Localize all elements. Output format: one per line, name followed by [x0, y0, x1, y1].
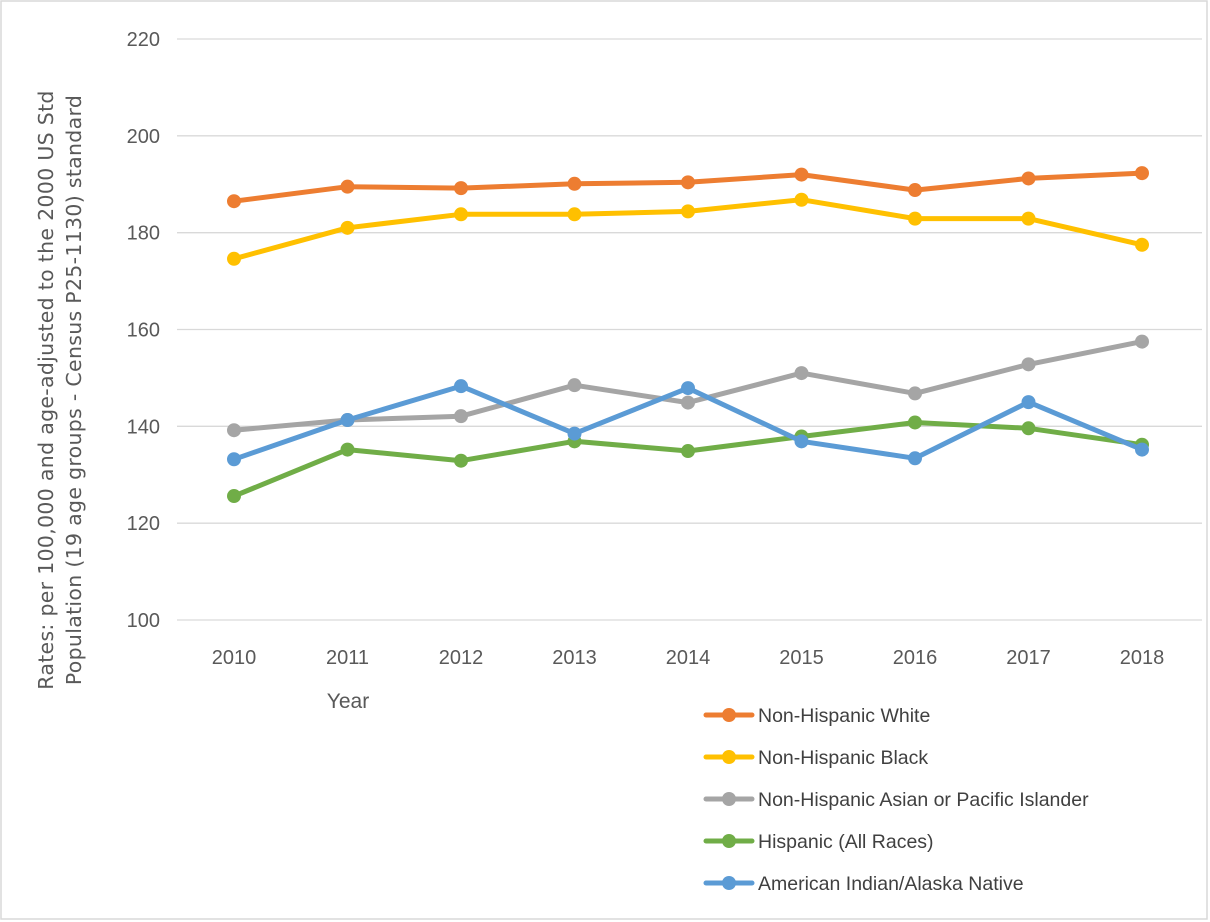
series-1-point-2012 [454, 207, 468, 222]
series-4-point-2016 [908, 451, 922, 466]
y-tick-label-200: 200 [127, 126, 160, 148]
legend-label-3: Hispanic (All Races) [758, 831, 934, 853]
series-1 [227, 192, 1149, 266]
x-axis-ticks: 2010 2011 2012 2013 2014 2015 2016 2017 2018 [212, 647, 1165, 669]
series-0-point-2016 [908, 183, 922, 198]
y-axis-title-line-2: Population (19 age groups - Census P25-1… [62, 95, 86, 685]
series-4-point-2011 [340, 413, 355, 428]
x-tick-label-2011: 2011 [326, 647, 369, 669]
legend-swatch-marker-1 [722, 750, 736, 764]
legend-item-0: Non-Hispanic White [703, 705, 930, 727]
x-tick-label-2017: 2017 [1006, 647, 1051, 669]
x-tick-label-2013: 2013 [552, 647, 597, 669]
series-0-point-2018 [1135, 166, 1149, 181]
series-4-point-2012 [454, 379, 468, 394]
series-3-point-2017 [1021, 421, 1036, 436]
series-0-point-2012 [454, 181, 468, 196]
legend-item-3: Hispanic (All Races) [703, 831, 934, 853]
series-3 [227, 415, 1149, 504]
x-tick-label-2015: 2015 [779, 647, 824, 669]
legend-item-1: Non-Hispanic Black [703, 747, 928, 769]
legend-label-1: Non-Hispanic Black [758, 747, 928, 769]
legend-swatch-marker-2 [722, 792, 736, 806]
y-tick-label-140: 140 [127, 416, 160, 438]
series-2-point-2018 [1135, 334, 1149, 349]
series-3-point-2012 [454, 453, 468, 468]
series-0-point-2015 [794, 167, 809, 182]
x-tick-label-2010: 2010 [212, 647, 257, 669]
series-0-point-2017 [1021, 171, 1036, 186]
legend-label-0: Non-Hispanic White [758, 705, 930, 727]
series-4-point-2018 [1135, 442, 1149, 457]
x-axis-title: Year [327, 690, 369, 713]
series-1-point-2016 [908, 211, 922, 226]
series-0-point-2011 [340, 179, 355, 194]
x-tick-label-2018: 2018 [1120, 647, 1165, 669]
y-axis-title: Rates: per 100,000 and age-adjusted to t… [34, 90, 86, 690]
series-3-point-2016 [908, 415, 922, 430]
x-tick-label-2014: 2014 [666, 647, 711, 669]
y-axis-title-line-1: Rates: per 100,000 and age-adjusted to t… [34, 90, 58, 690]
legend-label-2: Non-Hispanic Asian or Pacific Islander [758, 789, 1089, 811]
legend-swatch-marker-3 [722, 834, 736, 848]
series-3-point-2011 [340, 442, 355, 457]
legend-item-2: Non-Hispanic Asian or Pacific Islander [703, 789, 1089, 811]
series-4-point-2015 [794, 434, 809, 449]
series-2-point-2010 [227, 423, 241, 438]
series-1-point-2011 [340, 220, 355, 235]
series-1-point-2013 [567, 207, 582, 222]
series-2 [227, 334, 1149, 438]
series-1-point-2018 [1135, 237, 1149, 252]
series-2-point-2015 [794, 366, 809, 381]
series-4-point-2010 [227, 452, 241, 467]
series-1-point-2015 [794, 192, 809, 207]
legend-swatch-marker-4 [722, 876, 736, 890]
y-tick-label-160: 160 [127, 320, 160, 342]
series-0 [227, 166, 1149, 209]
series-3-point-2014 [681, 444, 695, 459]
series-4-point-2017 [1021, 395, 1036, 410]
series-1-point-2017 [1021, 211, 1036, 226]
y-tick-label-180: 180 [127, 223, 160, 245]
series-2-point-2017 [1021, 357, 1036, 372]
y-tick-label-100: 100 [127, 610, 160, 632]
legend: Non-Hispanic White Non-Hispanic Black Non-… [703, 705, 1089, 895]
x-tick-label-2012: 2012 [439, 647, 484, 669]
series-4-point-2014 [681, 381, 695, 396]
series-3-point-2010 [227, 489, 241, 504]
legend-item-4: American Indian/Alaska Native [703, 873, 1024, 895]
y-tick-label-220: 220 [127, 29, 160, 51]
series-4-point-2013 [567, 426, 582, 441]
series-2-point-2012 [454, 409, 468, 424]
series-4 [227, 379, 1149, 467]
legend-swatch-marker-0 [722, 708, 736, 722]
legend-label-4: American Indian/Alaska Native [758, 873, 1024, 895]
series-0-point-2013 [567, 176, 582, 191]
series-2-point-2016 [908, 386, 922, 401]
series-1-point-2010 [227, 251, 241, 266]
series-0-point-2010 [227, 194, 241, 209]
series-1-point-2014 [681, 204, 695, 219]
series-0-point-2014 [681, 175, 695, 190]
series-2-point-2013 [567, 378, 582, 393]
y-tick-label-120: 120 [127, 513, 160, 535]
series-group [227, 166, 1149, 504]
series-2-point-2014 [681, 395, 695, 410]
x-tick-label-2016: 2016 [893, 647, 938, 669]
y-axis-ticks: 100 120 140 160 180 200 220 [127, 29, 160, 632]
